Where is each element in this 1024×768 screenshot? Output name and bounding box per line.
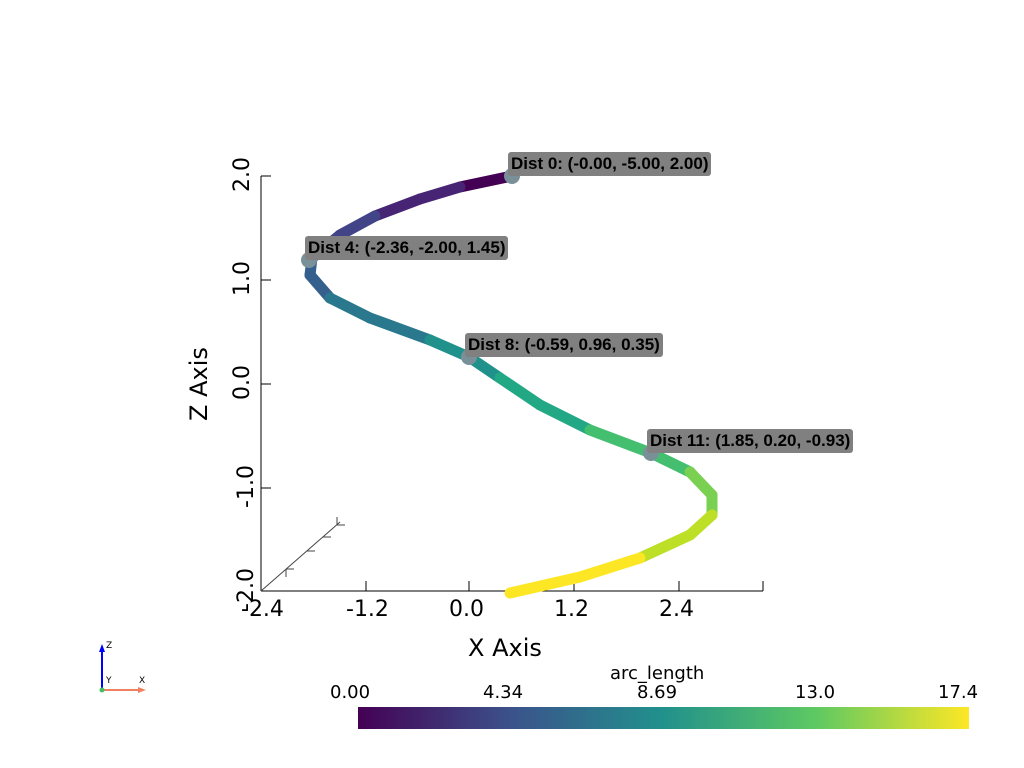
- z-tick-label: -1.0: [233, 465, 259, 508]
- z-axis-title: Z Axis: [184, 347, 213, 421]
- colorbar-title: arc_length: [610, 663, 705, 684]
- z-tick-label: 2.0: [230, 157, 255, 192]
- tube-segment: [369, 193, 426, 222]
- tube-segment: [334, 210, 381, 241]
- x-tick-label: -1.2: [346, 597, 389, 622]
- colorbar-tick-label: 8.69: [637, 682, 678, 703]
- tube-segment: [494, 372, 546, 411]
- point-label: Dist 4: (-2.36, -2.00, 1.45): [305, 236, 509, 260]
- colorbar-tick-label: 4.34: [483, 682, 524, 703]
- tube-segment: [634, 529, 696, 564]
- tube-segment: [414, 181, 466, 205]
- colorbar-tick-label: 17.4: [938, 682, 979, 703]
- tube-segment: [574, 552, 646, 583]
- x-tick-label: 1.2: [554, 597, 589, 622]
- tube-segment: [364, 312, 436, 346]
- tube-segment: [504, 571, 586, 599]
- widget-z-label: Z: [106, 641, 113, 651]
- colorbar-tick-label: 13.0: [795, 682, 836, 703]
- colorbar-tick-label: 0.00: [330, 682, 371, 703]
- z-tick-label: 1.0: [230, 261, 255, 296]
- x-tick-label: -2.4: [241, 597, 284, 622]
- x-tick-label: 0.0: [449, 597, 484, 622]
- x-axis-title: X Axis: [468, 634, 542, 662]
- widget-y-label: Y: [106, 676, 112, 686]
- x-tick-label: 2.4: [659, 597, 694, 622]
- point-label: Dist 11: (1.85, 0.20, -0.93): [647, 429, 854, 453]
- orientation-widget: [99, 644, 146, 693]
- colorbar: [358, 707, 969, 729]
- tube-segment: [454, 170, 518, 193]
- widget-x-label: X: [139, 676, 146, 686]
- tube-segment: [534, 399, 596, 436]
- tube-segment: [324, 292, 376, 324]
- z-tick-label: -2.0: [233, 568, 259, 611]
- y-axis-3d: [260, 517, 345, 592]
- point-label: Dist 0: (-0.00, -5.00, 2.00): [508, 152, 712, 176]
- z-tick-label: 0.0: [230, 365, 255, 400]
- tube-segment: [584, 424, 657, 459]
- point-label: Dist 8: (-0.59, 0.96, 0.35): [465, 333, 663, 357]
